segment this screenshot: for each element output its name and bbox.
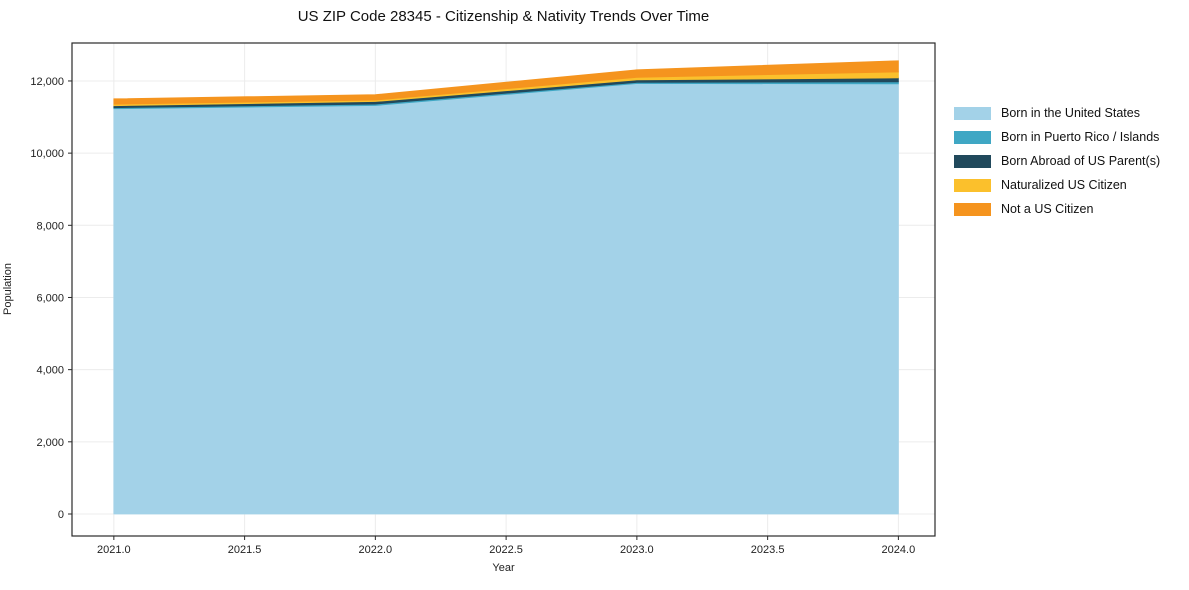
y-tick-label: 0 bbox=[58, 509, 64, 521]
y-tick-label: 4,000 bbox=[36, 365, 64, 377]
x-tick-label: 2023.0 bbox=[620, 544, 654, 556]
x-tick-label: 2021.5 bbox=[228, 544, 262, 556]
y-tick-label: 2,000 bbox=[36, 437, 64, 449]
chart-title: US ZIP Code 28345 - Citizenship & Nativi… bbox=[297, 8, 710, 25]
legend-swatch-icon bbox=[954, 202, 991, 216]
x-tick-label: 2022.0 bbox=[359, 544, 393, 556]
y-tick-label: 8,000 bbox=[36, 220, 64, 232]
legend-label: Born in Puerto Rico / Islands bbox=[1001, 130, 1160, 144]
y-tick-label: 12,000 bbox=[30, 76, 64, 88]
legend-swatch-icon bbox=[954, 106, 991, 120]
x-tick-label: 2024.0 bbox=[882, 544, 916, 556]
x-axis-label: Year bbox=[492, 562, 515, 574]
legend-item-4: Not a US Citizen bbox=[954, 200, 1160, 218]
legend-item-3: Naturalized US Citizen bbox=[954, 176, 1160, 194]
legend-label: Born in the United States bbox=[1001, 106, 1140, 120]
y-axis-label: Population bbox=[2, 263, 14, 315]
legend-label: Born Abroad of US Parent(s) bbox=[1001, 154, 1161, 168]
y-tick-label: 10,000 bbox=[30, 148, 64, 160]
legend-swatch-icon bbox=[954, 154, 991, 168]
legend-swatch-icon bbox=[954, 178, 991, 192]
x-tick-label: 2022.5 bbox=[489, 544, 523, 556]
legend-swatch-icon bbox=[954, 130, 991, 144]
legend: Born in the United States Born in Puerto … bbox=[948, 100, 1167, 222]
legend-item-2: Born Abroad of US Parent(s) bbox=[954, 152, 1160, 170]
legend-label: Not a US Citizen bbox=[1001, 202, 1094, 216]
area-series-4 bbox=[113, 60, 899, 105]
legend-item-0: Born in the United States bbox=[954, 104, 1160, 122]
legend-label: Naturalized US Citizen bbox=[1001, 178, 1127, 192]
legend-item-1: Born in Puerto Rico / Islands bbox=[954, 128, 1160, 146]
plot-border bbox=[71, 42, 936, 537]
x-tick-label: 2021.0 bbox=[97, 544, 131, 556]
area-series-0 bbox=[113, 83, 899, 515]
x-tick-label: 2023.5 bbox=[751, 544, 785, 556]
y-tick-label: 6,000 bbox=[36, 292, 64, 304]
